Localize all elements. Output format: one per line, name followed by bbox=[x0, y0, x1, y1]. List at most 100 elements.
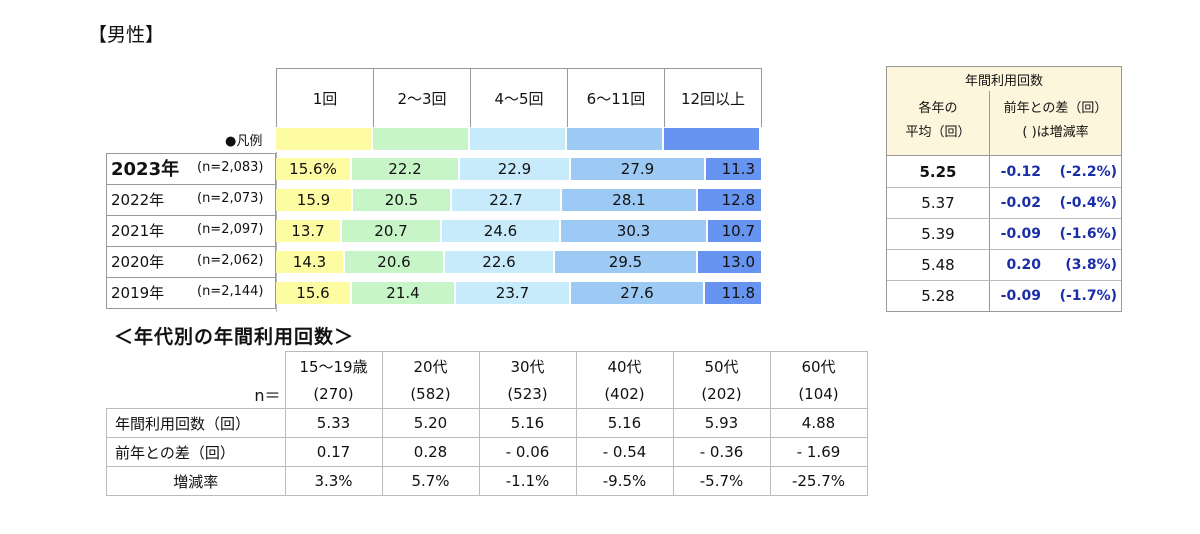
age-n: (202) bbox=[672, 380, 771, 409]
age-n: (523) bbox=[478, 380, 577, 409]
age-col: 15～19歳 bbox=[284, 351, 383, 380]
summary-diff: 0.20 bbox=[1006, 256, 1041, 273]
age-cell: 5.20 bbox=[381, 408, 480, 438]
age-row-label: 増減率 bbox=[106, 466, 286, 496]
age-col: 30代 bbox=[478, 351, 577, 380]
age-cell: 0.17 bbox=[284, 437, 383, 467]
category-header: 6～11回 bbox=[567, 68, 664, 127]
summary-col-average-line2: 平均（回） bbox=[905, 125, 971, 140]
age-cell: 5.7% bbox=[381, 466, 480, 496]
summary-col-diff-line2: ( )は増減率 bbox=[1022, 125, 1089, 140]
bar-segment: 20.6 bbox=[345, 251, 443, 273]
category-header: 2～3回 bbox=[373, 68, 470, 127]
summary-diff: -0.09 bbox=[1000, 287, 1041, 304]
year-label: 2020年 bbox=[111, 253, 165, 271]
age-cell: - 0.06 bbox=[478, 437, 577, 467]
bar-segment: 14.3 bbox=[276, 251, 343, 273]
age-row-diff: 前年との差（回） 0.17 0.28 - 0.06 - 0.54 - 0.36 … bbox=[106, 437, 868, 467]
bar-segment: 22.7 bbox=[452, 189, 560, 211]
bar-segment: 20.5 bbox=[353, 189, 450, 211]
bar-segment: 23.7 bbox=[456, 282, 569, 304]
bar-segment: 24.6 bbox=[442, 220, 559, 242]
legend-swatch bbox=[276, 128, 371, 150]
age-cell: 5.16 bbox=[478, 408, 577, 438]
summary-rate: (-1.6%) bbox=[1059, 225, 1117, 242]
age-table: 15～19歳 20代 30代 40代 50代 60代 n＝ (270) (582… bbox=[106, 351, 868, 496]
age-n-row: n＝ (270) (582) (523) (402) (202) (104) bbox=[107, 380, 868, 409]
bar-segment: 11.8 bbox=[705, 282, 761, 304]
category-header: 12回以上 bbox=[664, 68, 762, 127]
age-cell: -5.7% bbox=[672, 466, 771, 496]
bar-segment: 12.8 bbox=[698, 189, 761, 211]
age-cell: - 0.36 bbox=[672, 437, 771, 467]
age-cell: -1.1% bbox=[478, 466, 577, 496]
category-header: 4～5回 bbox=[470, 68, 567, 127]
age-col: 50代 bbox=[672, 351, 771, 380]
summary-row: 5.25 -0.12 (-2.2%) bbox=[887, 156, 1121, 188]
year-label: 2023年 bbox=[111, 159, 180, 180]
bar-segment: 22.9 bbox=[460, 158, 569, 180]
bar-segment: 11.3 bbox=[706, 158, 761, 180]
summary-diff: -0.12 bbox=[1000, 163, 1041, 180]
summary-header: 年間利用回数 bbox=[887, 67, 1121, 92]
age-cell: 5.33 bbox=[284, 408, 383, 438]
bar-segment: 20.7 bbox=[342, 220, 440, 242]
bar-segment: 15.9 bbox=[276, 189, 351, 211]
bar-segment: 22.6 bbox=[445, 251, 553, 273]
year-label: 2021年 bbox=[111, 222, 165, 240]
age-header-blank bbox=[107, 352, 286, 381]
age-n: (104) bbox=[769, 380, 868, 409]
year-row-label: 2023年 (n=2,083) bbox=[106, 153, 276, 184]
age-row-label: 前年との差（回） bbox=[106, 437, 286, 467]
summary-row: 5.39 -0.09 (-1.6%) bbox=[887, 218, 1121, 250]
summary-col-diff: 前年との差（回） ( )は増減率 bbox=[990, 91, 1121, 156]
age-cell: 5.16 bbox=[575, 408, 674, 438]
bar-segment: 27.9 bbox=[571, 158, 704, 180]
legend-swatch bbox=[664, 128, 759, 150]
age-cell: 5.93 bbox=[672, 408, 771, 438]
bar-segment: 28.1 bbox=[562, 189, 696, 211]
age-header-row: 15～19歳 20代 30代 40代 50代 60代 bbox=[107, 351, 868, 381]
age-n: (270) bbox=[284, 380, 383, 409]
summary-rate: (3.8%) bbox=[1065, 256, 1117, 273]
age-row-label: 年間利用回数（回） bbox=[106, 408, 286, 438]
year-row-label: 2020年 (n=2,062) bbox=[106, 246, 276, 277]
summary-row: 5.28 -0.09 (-1.7%) bbox=[887, 280, 1121, 311]
age-col: 40代 bbox=[575, 351, 674, 380]
year-label: 2022年 bbox=[111, 191, 165, 209]
legend-swatch bbox=[567, 128, 662, 150]
year-row-label: 2021年 (n=2,097) bbox=[106, 215, 276, 246]
summary-rate: (-2.2%) bbox=[1059, 163, 1117, 180]
summary-row: 5.37 -0.02 (-0.4%) bbox=[887, 187, 1121, 219]
year-label: 2019年 bbox=[111, 284, 165, 302]
year-row-label: 2019年 (n=2,144) bbox=[106, 277, 276, 309]
summary-diff: -0.09 bbox=[1000, 225, 1041, 242]
page-title: 【男性】 bbox=[88, 24, 165, 46]
summary-average: 5.28 bbox=[921, 286, 955, 305]
legend-swatch bbox=[373, 128, 468, 150]
bar-segment: 27.6 bbox=[571, 282, 703, 304]
summary-rate: (-0.4%) bbox=[1059, 194, 1117, 211]
sample-size-label: (n=2,073) bbox=[197, 191, 264, 206]
legend-label: ●凡例 bbox=[225, 134, 263, 149]
age-row-count: 年間利用回数（回） 5.33 5.20 5.16 5.16 5.93 4.88 bbox=[106, 408, 868, 438]
sample-size-label: (n=2,144) bbox=[197, 284, 264, 299]
bar-segment: 30.3 bbox=[561, 220, 706, 242]
legend-swatch bbox=[470, 128, 565, 150]
age-col: 60代 bbox=[769, 351, 868, 380]
bar-segment: 15.6 bbox=[276, 282, 350, 304]
summary-diff: -0.02 bbox=[1000, 194, 1041, 211]
age-cell: -9.5% bbox=[575, 466, 674, 496]
age-row-rate: 増減率 3.3% 5.7% -1.1% -9.5% -5.7% -25.7% bbox=[106, 466, 868, 496]
age-table-title: ＜年代別の年間利用回数＞ bbox=[114, 326, 355, 348]
age-col: 20代 bbox=[381, 351, 480, 380]
bar-segment: 15.6% bbox=[276, 158, 350, 180]
summary-col-average-line1: 各年の bbox=[918, 101, 958, 116]
summary-col-diff-line1: 前年との差（回） bbox=[1003, 101, 1108, 116]
age-cell: 3.3% bbox=[284, 466, 383, 496]
summary-rate: (-1.7%) bbox=[1059, 287, 1117, 304]
summary-average: 5.48 bbox=[921, 255, 955, 274]
sample-size-label: (n=2,083) bbox=[197, 160, 264, 175]
age-cell: - 0.54 bbox=[575, 437, 674, 467]
age-cell: 0.28 bbox=[381, 437, 480, 467]
